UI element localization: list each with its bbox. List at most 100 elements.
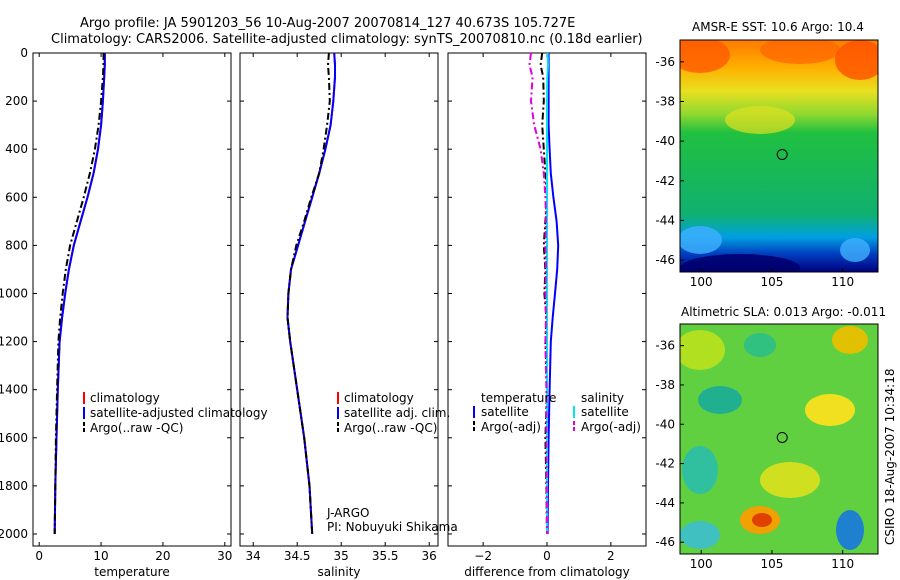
sst-cold-patch <box>680 254 800 272</box>
x-tick-label: 100 <box>690 557 713 571</box>
y-tick-label: 400 <box>5 142 28 156</box>
series-line <box>286 52 336 535</box>
sst-cyan-patch <box>840 238 870 262</box>
sla-patch <box>698 386 742 414</box>
y-tick-label: 1800 <box>0 479 28 493</box>
y-tick-label: 1400 <box>0 383 28 397</box>
series-line <box>286 52 331 535</box>
sla-patch <box>836 510 864 550</box>
argo-location-marker <box>776 148 788 160</box>
x-axis-label: salinity <box>317 565 360 579</box>
sst-map-axes: -36 -38 -40 -42 -44 -46 100 105 110 <box>655 55 854 289</box>
x-tick-label: 36 <box>422 549 437 563</box>
x-tick-label: 35.5 <box>372 549 399 563</box>
sla-patch <box>682 446 718 494</box>
legend-label-climatology: climatology <box>90 391 160 405</box>
axes-frame <box>239 52 439 547</box>
series-line <box>53 53 105 535</box>
temperature-panel: 0 200 400 600 800 1000 1200 1400 1600 1800 2000 0 10… <box>0 46 232 579</box>
axes-frame <box>32 52 232 547</box>
sla-patch <box>680 521 720 549</box>
y-tick-label: -40 <box>655 134 675 148</box>
sst-map <box>680 40 878 272</box>
legend-label-temp-argo: Argo(-adj) <box>481 420 541 434</box>
salinity-panel: 34 34.5 35 35.5 36 salinity <box>239 52 439 579</box>
x-tick-label: 0 <box>35 549 43 563</box>
pi-annotation: PI: Nobuyuki Shikama <box>327 520 458 534</box>
sla-patch <box>760 462 820 498</box>
sla-patch <box>744 333 776 357</box>
title-line-2: Climatology: CARS2006. Satellite-adjuste… <box>51 32 643 47</box>
series-line <box>528 52 548 535</box>
sla-patch <box>680 330 725 370</box>
y-tick-label: -46 <box>655 535 675 549</box>
legend-label-satellite: satellite-adjusted climatology <box>90 406 268 420</box>
legend-label-satellite: satellite adj. clim. <box>344 406 450 420</box>
y-tick-label: -42 <box>655 174 675 188</box>
x-tick-label: 2 <box>607 549 615 563</box>
sla-map-frame <box>679 323 879 555</box>
sst-yellow-patch <box>725 106 795 134</box>
series-line <box>53 53 106 535</box>
y-tick-label: -42 <box>655 457 675 471</box>
legend-header-salinity: salinity <box>581 391 624 405</box>
difference-panel: −2 0 2 difference from climatology <box>447 52 647 579</box>
legend-label-sal-argo: Argo(-adj) <box>581 420 641 434</box>
x-tick-label: 105 <box>760 275 783 289</box>
y-tick-label: 1600 <box>0 431 28 445</box>
difference-legend: temperature salinity satellite Argo(-adj… <box>473 391 641 434</box>
y-tick-label: 600 <box>5 190 28 204</box>
x-tick-label: 34 <box>246 549 261 563</box>
legend-label-sal-satellite: satellite <box>581 405 629 419</box>
sst-cyan-patch <box>680 226 722 254</box>
y-tick-label: -44 <box>655 213 675 227</box>
x-tick-label: 100 <box>690 275 713 289</box>
legend-label-temp-satellite: satellite <box>481 405 529 419</box>
y-tick-label: -36 <box>655 339 675 353</box>
sst-warm-patch <box>835 40 878 80</box>
x-tick-label: 110 <box>831 275 854 289</box>
side-stamp: CSIRO 18-Aug-2007 10:34:18 <box>883 369 897 545</box>
y-tick-label: -36 <box>655 55 675 69</box>
sla-patch <box>832 326 868 354</box>
title-line-1: Argo profile: JA 5901203_56 10-Aug-2007 … <box>80 16 575 31</box>
argo-location-marker <box>776 431 788 443</box>
sst-map-title: AMSR-E SST: 10.6 Argo: 10.4 <box>692 20 864 34</box>
x-axis-label: temperature <box>94 565 169 579</box>
legend-label-climatology: climatology <box>344 391 414 405</box>
y-tick-label: -38 <box>655 94 675 108</box>
x-tick-label: 110 <box>831 557 854 571</box>
x-tick-label: 35 <box>334 549 349 563</box>
sla-patch <box>805 394 855 426</box>
x-tick-label: 20 <box>155 549 170 563</box>
y-tick-label: -44 <box>655 496 675 510</box>
x-tick-label: 30 <box>217 549 232 563</box>
sla-map <box>680 324 878 554</box>
y-tick-label: -46 <box>655 253 675 267</box>
sst-warm-patch <box>680 40 730 73</box>
y-tick-label: -38 <box>655 378 675 392</box>
x-axis-label: difference from climatology <box>464 565 630 579</box>
y-tick-label: 200 <box>5 94 28 108</box>
temperature-legend: climatology satellite-adjusted climatolo… <box>83 391 268 435</box>
x-tick-label: 10 <box>93 549 108 563</box>
y-tick-label: 1000 <box>0 286 28 300</box>
x-tick-label: −2 <box>474 549 492 563</box>
series-line <box>546 53 560 535</box>
sst-warm-patch <box>760 40 840 64</box>
y-tick-label: 1200 <box>0 335 28 349</box>
sla-map-title: Altimetric SLA: 0.013 Argo: -0.011 <box>681 305 886 319</box>
y-tick-label: 800 <box>5 238 28 252</box>
x-tick-label: 0 <box>543 549 551 563</box>
sst-map-frame <box>679 39 879 273</box>
y-tick-label: 0 <box>20 46 28 60</box>
series-line <box>286 52 336 535</box>
legend-label-argo: Argo(..raw -QC) <box>344 421 437 435</box>
legend-label-argo: Argo(..raw -QC) <box>90 421 183 435</box>
y-tick-label: 2000 <box>0 527 28 541</box>
x-tick-label: 105 <box>760 557 783 571</box>
sla-patch <box>752 513 772 527</box>
legend-header-temperature: temperature <box>481 391 556 405</box>
x-tick-label: 34.5 <box>284 549 311 563</box>
